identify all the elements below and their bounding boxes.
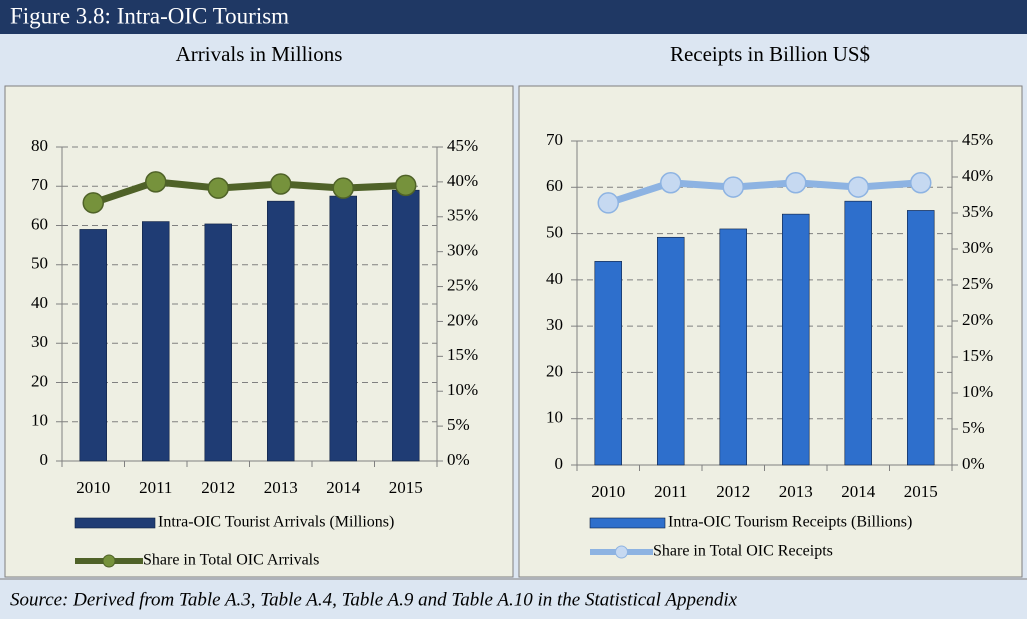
legend-marker [102,554,116,568]
line-marker [395,174,417,197]
legend-label: Intra-OIC Tourist Arrivals (Millions) [158,514,394,531]
line-marker [722,176,744,198]
x-tick-label: 2013 [779,482,813,501]
x-tick-label: 2014 [841,482,876,501]
y2-tick-label: 5% [447,415,470,434]
legend-label: Share in Total OIC Receipts [653,543,833,560]
y2-tick-label: 20% [447,310,478,329]
line-marker [82,192,104,214]
x-tick-label: 2013 [264,478,298,497]
y2-tick-label: 10% [447,380,478,399]
y-tick-label: 30 [546,315,563,334]
legend-swatch [74,517,156,529]
y2-tick-label: 5% [962,418,985,437]
y-tick-label: 30 [31,332,48,351]
bar [204,223,232,462]
x-tick-label: 2012 [716,482,750,501]
y2-tick-label: 35% [962,202,993,221]
y2-tick-label: 25% [962,274,993,293]
x-tick-label: 2011 [139,478,172,497]
header-bar [0,0,1027,34]
figure-title: Figure 3.8: Intra-OIC Tourism [10,3,289,28]
chart-title: Arrivals in Millions [176,42,343,66]
source-note: Source: Derived from Table A.3, Table A.… [10,589,738,610]
y-tick-label: 40 [31,293,48,312]
bar [329,195,357,462]
y2-tick-label: 30% [447,241,478,260]
x-tick-label: 2015 [389,478,423,497]
bar [79,229,107,462]
line-marker [785,172,807,194]
line-marker [145,171,167,193]
bar [657,236,685,466]
y-tick-label: 20 [31,371,48,390]
y-tick-label: 0 [555,454,564,473]
y2-tick-label: 45% [447,136,478,155]
y2-tick-label: 0% [962,454,985,473]
y2-tick-label: 35% [447,206,478,225]
x-tick-label: 2011 [654,482,687,501]
y-tick-label: 60 [546,176,563,195]
y-tick-label: 40 [546,269,563,288]
y2-tick-label: 45% [962,130,993,149]
x-tick-label: 2015 [904,482,938,501]
bar [844,200,872,466]
y-tick-label: 80 [31,136,48,155]
y-tick-label: 10 [31,411,48,430]
line-marker [660,172,682,194]
legend-swatch [589,517,666,529]
x-tick-label: 2010 [591,482,625,501]
x-tick-label: 2012 [201,478,235,497]
x-tick-label: 2014 [326,478,361,497]
y2-tick-label: 25% [447,275,478,294]
x-tick-label: 2010 [76,478,110,497]
line-marker [332,177,354,199]
chart-title: Receipts in Billion US$ [670,42,870,66]
legend-marker [615,545,628,559]
bar [142,221,170,462]
y2-tick-label: 15% [962,346,993,365]
y2-tick-label: 15% [447,345,478,364]
y-tick-label: 50 [546,222,563,241]
line-marker [847,176,869,198]
y-tick-label: 0 [40,450,49,469]
y2-tick-label: 10% [962,382,993,401]
y2-tick-label: 20% [962,310,993,329]
legend-label: Intra-OIC Tourism Receipts (Billions) [668,514,912,531]
y2-tick-label: 40% [962,166,993,185]
y2-tick-label: 40% [447,171,478,190]
y2-tick-label: 30% [962,238,993,257]
y2-tick-label: 0% [447,450,470,469]
legend-label: Share in Total OIC Arrivals [143,552,319,569]
line-marker [597,192,619,214]
bar [782,213,810,466]
line-marker [207,177,229,199]
bar [719,228,747,466]
bar [267,200,295,462]
y-tick-label: 50 [31,254,48,273]
bar [392,189,420,462]
y-tick-label: 10 [546,408,563,427]
y-tick-label: 20 [546,361,563,380]
line-marker [910,172,932,194]
line-marker [270,173,292,195]
panel [518,85,1023,578]
y-tick-label: 70 [31,175,48,194]
bar [907,210,935,466]
y-tick-label: 60 [31,214,48,233]
bar [594,261,622,466]
y-tick-label: 70 [546,130,563,149]
